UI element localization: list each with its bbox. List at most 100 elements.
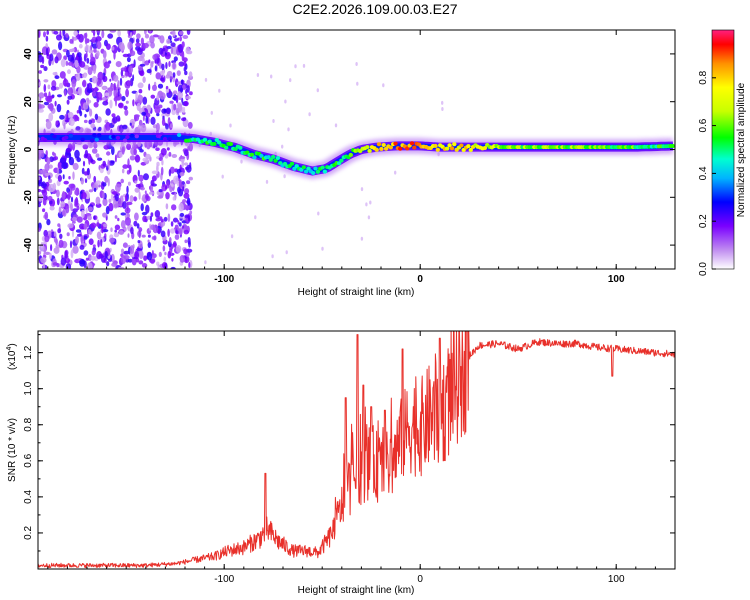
noise-blob — [94, 113, 99, 121]
noise-blob — [81, 73, 85, 78]
noise-blob — [181, 117, 187, 122]
noise-blob — [43, 79, 49, 83]
noise-blob — [139, 63, 146, 67]
noise-blob — [83, 119, 88, 124]
noise-blob — [204, 260, 207, 265]
noise-blob — [139, 149, 144, 153]
noise-blob — [124, 109, 129, 116]
noise-blob — [179, 87, 184, 93]
noise-blob — [78, 33, 84, 43]
noise-blob — [167, 213, 171, 222]
noise-blob — [188, 71, 193, 78]
noise-blob — [169, 228, 176, 234]
noise-blob — [147, 241, 151, 248]
noise-blob — [43, 84, 47, 93]
noise-blob — [188, 176, 193, 181]
ridge-point — [339, 158, 344, 163]
noise-blob — [161, 112, 166, 118]
noise-blob — [179, 156, 186, 160]
noise-blob — [165, 107, 171, 115]
noise-blob — [103, 144, 110, 150]
noise-blob — [45, 35, 49, 42]
noise-blob — [54, 100, 57, 107]
noise-blob — [107, 178, 110, 187]
noise-blob — [93, 215, 96, 220]
noise-blob — [90, 123, 96, 129]
noise-blob — [149, 184, 154, 193]
ridge-point — [447, 143, 452, 148]
noise-blob — [113, 82, 117, 91]
noise-blob — [210, 110, 213, 115]
noise-blob — [105, 206, 110, 215]
noise-blob — [178, 222, 182, 227]
noise-blob — [136, 223, 140, 229]
noise-blob — [137, 48, 143, 55]
noise-blob — [111, 113, 116, 118]
ridge-point — [379, 146, 384, 151]
ridge-point — [313, 166, 318, 171]
noise-blob — [75, 236, 79, 244]
noise-blob — [60, 257, 67, 266]
noise-blob — [159, 35, 165, 44]
noise-blob — [133, 114, 140, 118]
noise-blob — [96, 30, 101, 33]
noise-blob — [64, 250, 68, 259]
noise-blob — [382, 83, 385, 88]
ridge-point — [97, 133, 102, 138]
noise-blob — [90, 255, 96, 261]
ridge-point — [80, 137, 85, 142]
noise-blob — [62, 78, 69, 87]
noise-blob — [74, 190, 78, 195]
noise-blob — [119, 77, 123, 86]
noise-blob — [155, 147, 160, 151]
noise-blob — [161, 63, 165, 70]
noise-blob — [183, 66, 187, 72]
noise-blob — [136, 33, 141, 39]
noise-blob — [103, 223, 108, 228]
noise-blob — [75, 229, 82, 233]
noise-blob — [172, 196, 176, 201]
noise-blob — [308, 112, 311, 117]
noise-blob — [66, 187, 70, 194]
noise-blob — [127, 181, 131, 186]
noise-blob — [132, 99, 135, 107]
noise-blob — [102, 50, 107, 59]
noise-blob — [177, 91, 183, 99]
noise-blob — [240, 159, 243, 164]
spec-y-tick-label: 40 — [23, 48, 34, 60]
noise-blob — [84, 113, 87, 118]
noise-blob — [56, 103, 62, 113]
noise-blob — [120, 178, 124, 184]
noise-blob — [164, 251, 167, 256]
noise-blob — [136, 102, 141, 112]
ridge-point — [348, 152, 353, 157]
noise-blob — [167, 228, 170, 237]
noise-blob — [183, 149, 189, 157]
noise-blob — [90, 222, 97, 229]
noise-blob — [39, 244, 45, 252]
noise-blob — [41, 56, 45, 64]
noise-blob — [118, 42, 125, 50]
noise-blob — [96, 222, 100, 227]
noise-blob — [101, 225, 104, 234]
noise-blob — [179, 212, 185, 217]
noise-blob — [75, 73, 81, 81]
noise-blob — [38, 70, 42, 74]
ridge-point — [445, 146, 450, 151]
noise-blob — [82, 160, 86, 167]
noise-blob — [49, 205, 55, 211]
noise-blob — [91, 118, 96, 124]
noise-blob — [70, 202, 73, 212]
noise-blob — [109, 78, 112, 82]
noise-blob — [68, 156, 75, 166]
noise-blob — [150, 94, 156, 99]
noise-blob — [158, 189, 163, 193]
noise-blob — [75, 126, 81, 131]
noise-blob — [175, 230, 179, 235]
noise-blob — [102, 86, 106, 91]
noise-blob — [52, 151, 55, 156]
ridge-point — [271, 154, 276, 159]
noise-blob — [92, 65, 97, 74]
noise-blob — [111, 262, 118, 267]
